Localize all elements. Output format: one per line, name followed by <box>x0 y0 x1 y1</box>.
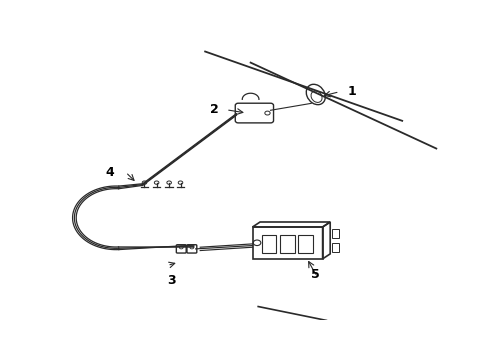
Text: 5: 5 <box>310 268 319 281</box>
Bar <box>280 235 294 253</box>
Text: 1: 1 <box>346 85 355 98</box>
Bar <box>262 235 276 253</box>
Bar <box>331 243 338 252</box>
Text: 2: 2 <box>209 103 218 116</box>
Text: 3: 3 <box>166 274 175 287</box>
Bar <box>331 229 338 238</box>
Bar <box>252 227 322 259</box>
Text: 4: 4 <box>105 166 114 179</box>
Bar <box>298 235 312 253</box>
